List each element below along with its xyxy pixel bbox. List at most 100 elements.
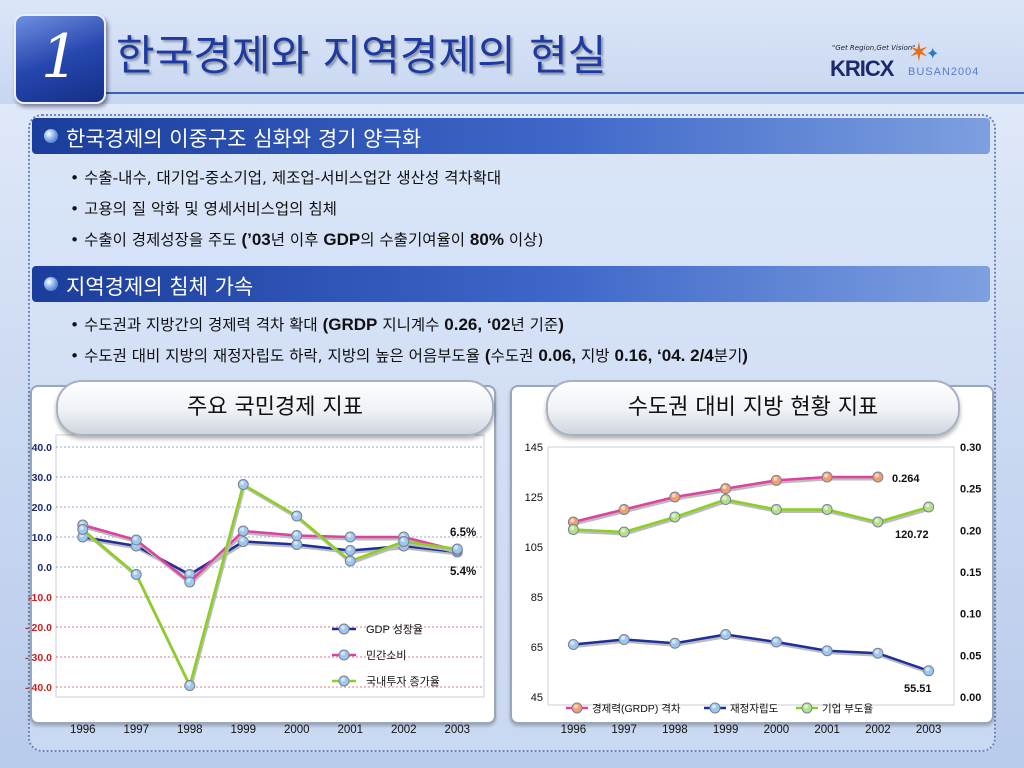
bullet-ball-icon	[44, 277, 58, 291]
chart1-legend-marker-shine	[341, 677, 345, 682]
section2-bullet-2: • 수도권 대비 지방의 재정자립도 하락, 지방의 높은 어음부도율 (수도권…	[70, 344, 748, 366]
chart2-point-shine	[722, 485, 727, 490]
section1-bullet-1-part-0: • 수출-내수, 대기업-중소기업, 제조업-서비스업간 생산성 격차확대	[70, 169, 502, 187]
chart1-ytick: 30.0	[32, 472, 53, 484]
chart1-ytick: 20.0	[32, 502, 53, 514]
chart1-xtick: 1999	[230, 724, 256, 736]
chart2-point-shine	[621, 506, 626, 510]
section2-bullet-2-part-5: 0.16, ‘04. 2/4	[614, 346, 714, 365]
section1-bullet-3-part-4: 의 수출기여율이	[360, 231, 470, 249]
section2-bar: 지역경제의 침체 가속	[32, 266, 990, 302]
chart1-point-shine	[347, 533, 352, 538]
chart1-point-shine	[347, 557, 352, 562]
chart1-point-shine	[240, 527, 245, 532]
header-divider	[106, 92, 1024, 94]
section1-bullet-3-part-2: 년 이후	[270, 231, 324, 249]
chart2-ytick-right: 0.10	[960, 609, 981, 621]
section1-bar: 한국경제의 이중구조 심화와 경기 양극화	[32, 118, 990, 154]
section2-bullet-1-part-3: 0.26, ‘02	[444, 315, 511, 334]
chart2-point-shine	[570, 641, 575, 645]
section2-bullet-2-part-0: • 수도권 대비 지방의 재정자립도 하락, 지방의 높은 어음부도율	[70, 347, 485, 365]
section1-bullet-3: • 수출이 경제성장을 주도 (’03년 이후 GDP의 수출기여율이 80% …	[70, 228, 543, 250]
section2-bullet-2-part-6: 분기	[713, 347, 743, 365]
logo-sub: BUSAN2004	[908, 66, 980, 78]
chart2-ytick-left: 65	[531, 642, 543, 654]
section1-bullet-3-part-1: (’03	[241, 230, 271, 249]
chart1-series-1-line	[82, 523, 458, 584]
section1-bullet-2: • 고용의 질 악화 및 영세서비스업의 침체	[70, 197, 337, 219]
chart1-title: 주요 국민경제 지표	[56, 380, 494, 436]
chart1-point-shine	[400, 538, 405, 542]
chart1-point-shine	[240, 481, 245, 485]
chart1-ytick: 0.0	[37, 562, 52, 574]
chart2-ytick-right: 0.20	[960, 525, 981, 537]
chart2-point-shine	[925, 667, 930, 672]
chart2-ytick-left: 85	[531, 592, 543, 604]
kricx-logo: "Get Region,Get Vision" ✶ ✦ KRICX BUSAN2…	[826, 38, 1016, 88]
chart2-title: 수도권 대비 지방 현황 지표	[546, 380, 960, 436]
chart2-xtick: 1996	[561, 724, 587, 736]
section2-bullet-1-part-0: • 수도권과 지방간의 경제력 격차 확대	[70, 316, 323, 334]
chart2-point-shine	[621, 528, 626, 533]
section1-bullet-3-part-0: • 수출이 경제성장을 주도	[70, 231, 242, 249]
chart2-point-shine	[621, 636, 626, 640]
chart2-point-shine	[722, 631, 727, 635]
chart2-series-2-line	[573, 498, 929, 534]
chart2-point-shine	[773, 638, 778, 643]
chart1-point-shine	[186, 571, 191, 575]
chart1-point-shine	[454, 545, 459, 550]
section1-bullet-2-part-0: • 고용의 질 악화 및 영세서비스업의 침체	[70, 200, 337, 218]
chart2-point-shine	[773, 506, 778, 510]
section1-title: 한국경제의 이중구조 심화와 경기 양극화	[66, 127, 422, 151]
chart2-ytick-right: 0.00	[960, 692, 981, 704]
chart2-xtick: 1997	[611, 724, 637, 736]
chart1-xtick: 1998	[177, 724, 203, 736]
chart1-xtick: 2000	[284, 724, 310, 736]
chart1-legend-marker-shine	[341, 651, 345, 656]
chart2-series-2-shadow	[574, 499, 931, 536]
chart1-xtick: 2002	[391, 724, 417, 736]
chart2-series-1-shadow	[574, 634, 931, 675]
chart1-annotation: 5.4%	[450, 566, 476, 578]
section1-bullet-3-part-5: 80%	[469, 230, 504, 249]
chart2-point-shine	[722, 496, 727, 500]
chart1-xtick: 1997	[123, 724, 149, 736]
chart1-ytick: 40.0	[32, 442, 53, 454]
chart2-point-shine	[874, 518, 879, 523]
section2-title: 지역경제의 침체 가속	[66, 275, 254, 299]
star-icon: ✶	[908, 38, 930, 68]
chart1-ytick: - 20.0	[25, 622, 52, 634]
chart2-ytick-left: 45	[531, 692, 543, 704]
section2-bullet-2-part-7: )	[742, 346, 748, 365]
section2-bullet-1: • 수도권과 지방간의 경제력 격차 확대 (GRDP 지니계수 0.26, ‘…	[70, 313, 564, 335]
chart2-xtick: 2001	[814, 724, 840, 736]
chart2-annotation: 55.51	[904, 683, 932, 695]
chart2-point-shine	[671, 493, 676, 498]
chart2-legend-label: 재정자립도	[730, 702, 779, 715]
chart2-point-shine	[671, 639, 676, 644]
chart2-point-shine	[570, 518, 575, 523]
chart1-ytick: - 30.0	[25, 652, 52, 664]
chart2-point-shine	[671, 513, 676, 518]
chart1-point-shine	[133, 536, 138, 541]
chart2-annotation: 120.72	[895, 529, 929, 541]
section2-bullet-2-part-4: 지방	[576, 347, 615, 365]
chart2-legend-marker-shine	[712, 704, 716, 709]
section2-bullet-1-part-1: (GRDP	[322, 315, 378, 334]
logo-name: KRICX	[830, 56, 894, 81]
chart2-legend-label: 기업 부도율	[822, 702, 874, 715]
section2-bullet-1-part-4: 년 기준	[510, 316, 559, 334]
chart1-xtick: 2001	[337, 724, 363, 736]
chart1-point-shine	[293, 541, 298, 545]
section2-bullet-2-part-2: 수도권	[490, 347, 539, 365]
chart2-xtick: 2002	[865, 724, 891, 736]
chart1-annotation: 6.5%	[450, 527, 476, 539]
page-title: 한국경제와 지역경제의 현실	[116, 31, 607, 80]
chart2-ytick-right: 0.25	[960, 484, 981, 496]
chart2-legend-label: 경제력(GRDP) 격차	[592, 702, 681, 715]
chart1-legend-label: 국내투자 증가율	[366, 675, 440, 688]
chart2-ytick-left: 125	[525, 492, 543, 504]
chart2-point-shine	[874, 473, 879, 478]
chart2-plot: 145 125 105 85 65 45 0.30 0.25 0.20 0.15 0.10 0.05 0…	[525, 442, 982, 736]
chart1-legend-label: GDP 성장율	[366, 623, 423, 636]
